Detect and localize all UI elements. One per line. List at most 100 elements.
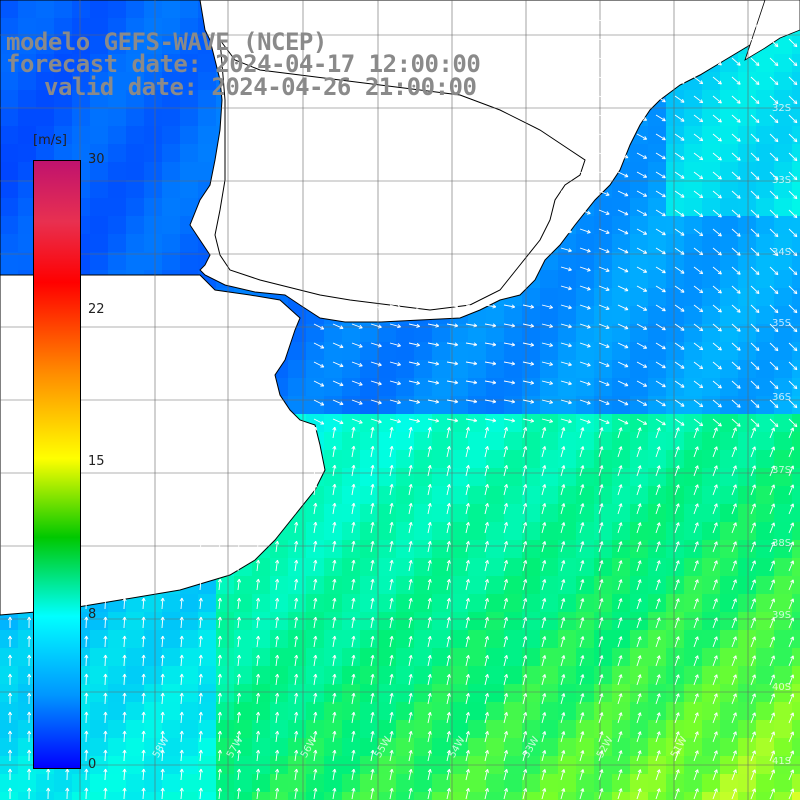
speed-cell bbox=[270, 540, 289, 559]
speed-cell bbox=[414, 378, 433, 397]
speed-cell bbox=[684, 774, 703, 793]
speed-cell bbox=[126, 216, 145, 235]
wind-arrow bbox=[788, 152, 798, 162]
wind-arrow bbox=[712, 636, 718, 648]
speed-cell bbox=[612, 720, 631, 739]
speed-cell bbox=[504, 378, 523, 397]
speed-cell bbox=[378, 738, 397, 757]
speed-cell bbox=[270, 720, 289, 739]
wind-arrow bbox=[769, 380, 779, 390]
wind-arrow bbox=[332, 654, 337, 667]
wind-arrow bbox=[617, 484, 623, 496]
speed-cell bbox=[414, 684, 433, 703]
wind-arrow bbox=[731, 57, 741, 66]
wind-arrow bbox=[370, 559, 375, 572]
speed-cell bbox=[360, 756, 379, 775]
speed-cell bbox=[324, 702, 343, 721]
speed-cell bbox=[648, 126, 667, 145]
wind-arrow bbox=[598, 484, 604, 496]
speed-cell bbox=[792, 540, 800, 559]
speed-cell bbox=[594, 198, 613, 217]
wind-arrow bbox=[617, 114, 629, 121]
speed-cell bbox=[504, 666, 523, 685]
wind-arrow bbox=[313, 559, 318, 572]
speed-cell bbox=[666, 468, 685, 487]
speed-cell bbox=[252, 630, 271, 649]
wind-arrow bbox=[160, 673, 165, 686]
wind-arrow bbox=[179, 616, 184, 629]
wind-arrow bbox=[236, 540, 242, 553]
wind-arrow bbox=[484, 446, 489, 458]
speed-cell bbox=[468, 720, 487, 739]
wind-arrow bbox=[351, 787, 356, 800]
wind-arrow bbox=[522, 712, 528, 724]
wind-arrow bbox=[693, 617, 699, 629]
wind-arrow bbox=[655, 465, 661, 477]
wind-arrow bbox=[598, 76, 610, 82]
wind-arrow bbox=[408, 418, 421, 423]
wind-arrow bbox=[522, 636, 528, 648]
speed-cell bbox=[792, 486, 800, 505]
wind-arrow bbox=[560, 361, 572, 367]
wind-arrow bbox=[617, 750, 623, 762]
speed-cell bbox=[738, 180, 757, 199]
wind-arrow bbox=[484, 522, 489, 534]
wind-arrow bbox=[465, 768, 470, 781]
wind-arrow bbox=[236, 673, 242, 686]
wind-arrow bbox=[541, 342, 553, 347]
speed-cell bbox=[522, 324, 541, 343]
wind-arrow bbox=[198, 635, 203, 648]
wind-arrow bbox=[655, 674, 661, 686]
wind-arrow bbox=[275, 597, 280, 610]
speed-cell bbox=[468, 666, 487, 685]
speed-cell bbox=[162, 774, 181, 793]
speed-cell bbox=[720, 414, 739, 433]
wind-arrow bbox=[427, 323, 440, 328]
wind-arrow bbox=[598, 712, 604, 724]
speed-cell bbox=[792, 522, 800, 541]
speed-cell bbox=[684, 486, 703, 505]
speed-cell bbox=[18, 72, 37, 91]
speed-cell bbox=[468, 396, 487, 415]
speed-cell bbox=[666, 648, 685, 667]
wind-arrow bbox=[655, 323, 666, 331]
speed-cell bbox=[648, 270, 667, 289]
speed-cell bbox=[18, 108, 37, 127]
speed-cell bbox=[162, 144, 181, 163]
speed-cell bbox=[162, 702, 181, 721]
wind-arrow bbox=[446, 483, 451, 496]
wind-arrow bbox=[598, 655, 604, 667]
wind-arrow bbox=[655, 731, 661, 743]
wind-arrow bbox=[408, 768, 413, 781]
speed-cell bbox=[378, 360, 397, 379]
wind-arrow bbox=[655, 788, 661, 800]
speed-cell bbox=[0, 54, 19, 73]
speed-cell bbox=[792, 504, 800, 523]
speed-cell bbox=[126, 234, 145, 253]
speed-cell bbox=[396, 324, 415, 343]
wind-arrow bbox=[712, 427, 718, 439]
speed-cell bbox=[630, 324, 649, 343]
wind-arrow bbox=[84, 768, 89, 781]
wind-arrow bbox=[712, 750, 718, 762]
speed-cell bbox=[594, 468, 613, 487]
wind-arrow bbox=[769, 171, 779, 181]
speed-cell bbox=[36, 0, 55, 19]
wind-arrow bbox=[332, 540, 337, 553]
speed-cell bbox=[126, 90, 145, 109]
wind-arrow bbox=[712, 418, 722, 427]
speed-cell bbox=[180, 72, 199, 91]
wind-arrow bbox=[655, 541, 661, 553]
speed-cell bbox=[594, 522, 613, 541]
wind-arrow bbox=[750, 465, 756, 477]
wind-arrow bbox=[598, 95, 610, 101]
speed-cell bbox=[576, 666, 595, 685]
wind-arrow bbox=[712, 541, 718, 553]
wind-arrow bbox=[465, 380, 478, 385]
wind-arrow bbox=[617, 285, 629, 292]
wind-arrow bbox=[655, 76, 666, 84]
speed-cell bbox=[558, 684, 577, 703]
speed-cell bbox=[630, 576, 649, 595]
speed-cell bbox=[774, 702, 793, 721]
wind-arrow bbox=[465, 464, 470, 477]
